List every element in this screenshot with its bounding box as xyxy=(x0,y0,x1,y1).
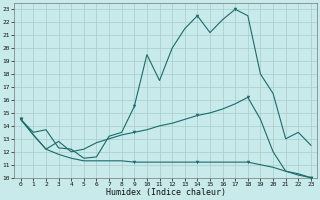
X-axis label: Humidex (Indice chaleur): Humidex (Indice chaleur) xyxy=(106,188,226,197)
